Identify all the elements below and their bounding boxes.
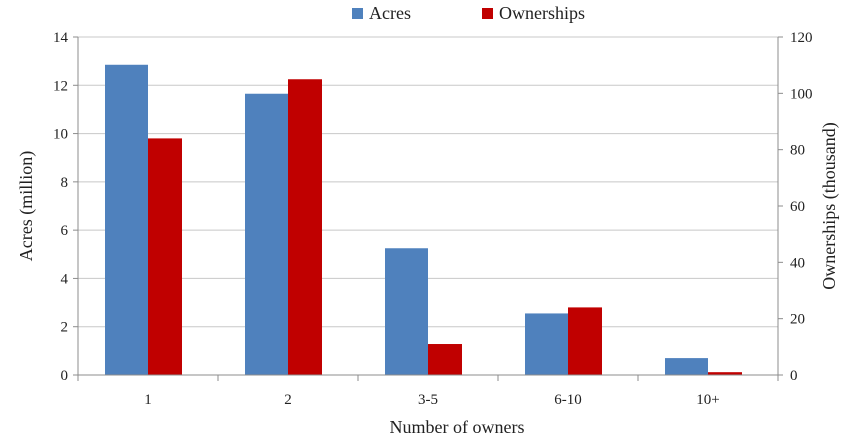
x-axis-title: Number of owners bbox=[390, 417, 525, 437]
y2-tick-label: 20 bbox=[790, 312, 805, 328]
x-tick-label: 2 bbox=[284, 392, 292, 408]
y2-tick-label: 120 bbox=[790, 30, 813, 46]
bars bbox=[105, 64, 742, 375]
y-tick-label: 6 bbox=[61, 223, 69, 239]
y-axis-title-right: Ownerships (thousand) bbox=[819, 122, 840, 289]
legend-label-acres: Acres bbox=[369, 3, 411, 23]
x-tick-label: 6-10 bbox=[554, 392, 582, 408]
y-tick-label: 12 bbox=[53, 78, 68, 94]
y-tick-label: 14 bbox=[53, 30, 69, 46]
bar-acres bbox=[245, 93, 288, 375]
axes bbox=[73, 36, 783, 381]
legend: Acres Ownerships bbox=[352, 3, 585, 23]
y-tick-label: 10 bbox=[53, 127, 68, 143]
y-tick-label: 4 bbox=[61, 271, 69, 287]
bar-acres bbox=[105, 64, 148, 375]
bar-acres bbox=[665, 358, 708, 375]
bar-ownerships bbox=[568, 307, 602, 375]
bar-acres bbox=[525, 313, 568, 375]
bar-acres bbox=[385, 248, 428, 375]
bar-ownerships bbox=[428, 344, 462, 375]
y2-tick-label: 60 bbox=[790, 199, 805, 215]
x-tick-label: 3-5 bbox=[418, 392, 438, 408]
x-tick-label: 1 bbox=[144, 392, 152, 408]
y-tick-label: 2 bbox=[61, 320, 69, 336]
bar-ownerships bbox=[288, 79, 322, 375]
legend-swatch-acres bbox=[352, 8, 363, 19]
bar-ownerships bbox=[708, 372, 742, 375]
y2-tick-label: 80 bbox=[790, 143, 805, 159]
legend-label-ownerships: Ownerships bbox=[499, 3, 585, 23]
y2-tick-label: 0 bbox=[790, 368, 798, 384]
gridlines bbox=[78, 36, 778, 328]
bar-ownerships bbox=[148, 138, 182, 375]
y2-tick-label: 40 bbox=[790, 255, 805, 271]
x-tick-label: 10+ bbox=[696, 392, 719, 408]
y-tick-label: 0 bbox=[61, 368, 69, 384]
legend-swatch-ownerships bbox=[482, 8, 493, 19]
y2-tick-label: 100 bbox=[790, 86, 813, 102]
y-tick-label: 8 bbox=[61, 175, 69, 191]
y-axis-title-left: Acres (million) bbox=[16, 151, 37, 261]
